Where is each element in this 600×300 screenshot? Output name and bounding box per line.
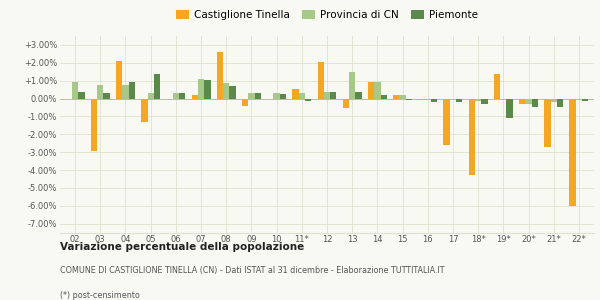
Bar: [191, 95, 198, 98]
Bar: [128, 82, 135, 98]
Bar: [154, 74, 160, 98]
Bar: [198, 79, 204, 98]
Bar: [122, 85, 128, 98]
Bar: [400, 95, 406, 98]
Bar: [418, 98, 425, 100]
Bar: [267, 98, 274, 99]
Bar: [368, 82, 374, 98]
Text: COMUNE DI CASTIGLIONE TINELLA (CN) - Dati ISTAT al 31 dicembre - Elaborazione TU: COMUNE DI CASTIGLIONE TINELLA (CN) - Dat…: [60, 266, 445, 275]
Bar: [349, 72, 355, 98]
Bar: [475, 98, 481, 101]
Bar: [223, 83, 229, 98]
Bar: [305, 98, 311, 101]
Bar: [456, 98, 463, 102]
Bar: [481, 98, 488, 104]
Text: (*) post-censimento: (*) post-censimento: [60, 291, 140, 300]
Bar: [72, 82, 78, 98]
Bar: [469, 98, 475, 176]
Bar: [526, 98, 532, 104]
Bar: [443, 98, 450, 145]
Bar: [317, 62, 324, 98]
Bar: [532, 98, 538, 107]
Bar: [551, 98, 557, 102]
Bar: [204, 80, 211, 98]
Bar: [173, 93, 179, 98]
Text: Variazione percentuale della popolazione: Variazione percentuale della popolazione: [60, 242, 304, 252]
Bar: [569, 98, 576, 206]
Bar: [380, 95, 387, 98]
Bar: [355, 92, 362, 98]
Legend: Castiglione Tinella, Provincia di CN, Piemonte: Castiglione Tinella, Provincia di CN, Pi…: [172, 6, 482, 24]
Bar: [343, 98, 349, 108]
Bar: [494, 74, 500, 98]
Bar: [506, 98, 513, 118]
Bar: [242, 98, 248, 106]
Bar: [103, 93, 110, 98]
Bar: [179, 93, 185, 98]
Bar: [248, 93, 254, 98]
Bar: [582, 98, 589, 101]
Bar: [78, 92, 85, 98]
Bar: [280, 94, 286, 98]
Bar: [254, 93, 261, 98]
Bar: [374, 82, 380, 98]
Bar: [431, 98, 437, 102]
Bar: [166, 98, 173, 99]
Bar: [393, 95, 400, 98]
Bar: [116, 61, 122, 98]
Bar: [97, 85, 103, 98]
Bar: [519, 98, 526, 104]
Bar: [500, 98, 506, 100]
Bar: [217, 52, 223, 98]
Bar: [141, 98, 148, 122]
Bar: [576, 98, 582, 100]
Bar: [148, 93, 154, 98]
Bar: [229, 86, 236, 98]
Bar: [91, 98, 97, 151]
Bar: [557, 98, 563, 107]
Bar: [330, 92, 337, 98]
Bar: [406, 98, 412, 100]
Bar: [425, 98, 431, 100]
Bar: [324, 92, 330, 98]
Bar: [450, 98, 456, 100]
Bar: [544, 98, 551, 147]
Bar: [292, 89, 299, 98]
Bar: [274, 93, 280, 98]
Bar: [299, 93, 305, 98]
